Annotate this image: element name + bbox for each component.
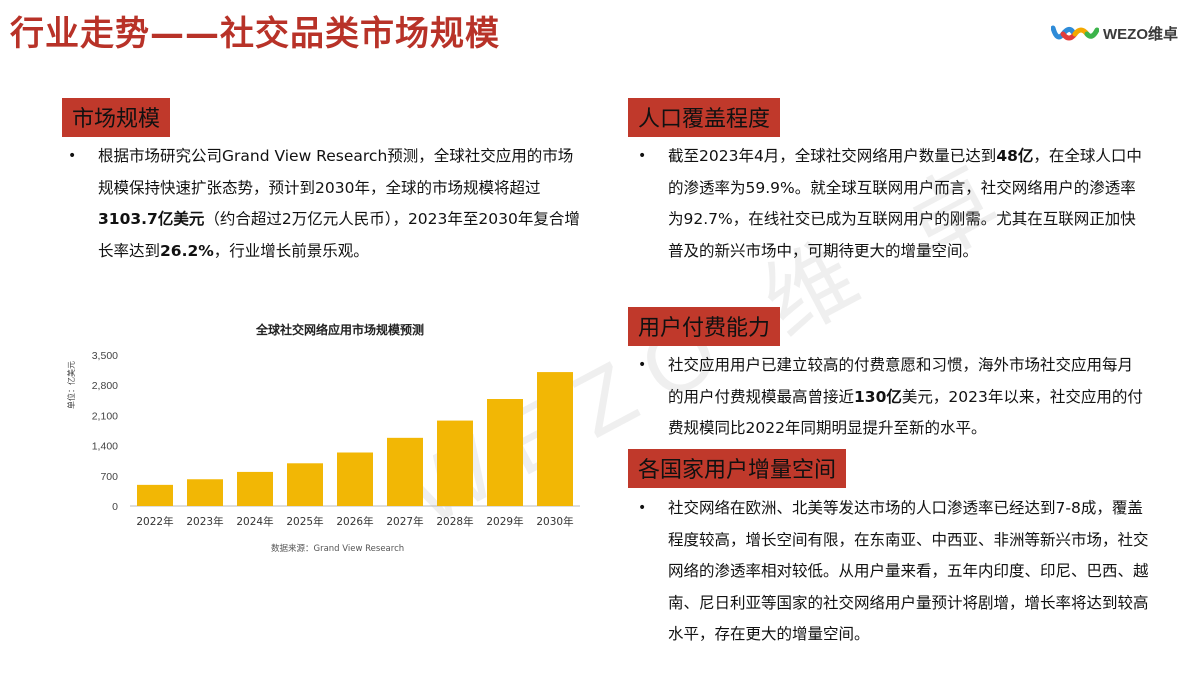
bar-2026年	[337, 452, 373, 506]
y-tick-label: 2,100	[92, 410, 118, 422]
bar-2025年	[287, 463, 323, 506]
logo: WEZO维卓	[1051, 22, 1178, 44]
y-tick-label: 1,400	[92, 441, 118, 453]
bar-2022年	[137, 484, 173, 506]
x-tick-label: 2025年	[286, 515, 323, 528]
y-tick-label: 3,500	[92, 350, 118, 362]
y-tick-label: 0	[112, 501, 118, 513]
population-paragraph: • 截至2023年4月，全球社交网络用户数量已达到48亿，在全球人口中的渗透率为…	[638, 141, 1148, 267]
market-heading: 市场规模	[62, 98, 171, 137]
bar-2028年	[437, 420, 473, 506]
x-tick-label: 2024年	[236, 515, 273, 528]
growth-paragraph: • 社交网络在欧洲、北美等发达市场的人口渗透率已经达到7-8成，覆盖程度较高，增…	[638, 493, 1158, 651]
logo-text: WEZO维卓	[1103, 25, 1178, 43]
bar-2023年	[187, 479, 223, 506]
x-tick-label: 2028年	[436, 515, 473, 528]
bullet-icon: •	[638, 148, 647, 164]
chart-title: 全球社交网络应用市场规模预测	[255, 322, 424, 337]
growth-heading: 各国家用户增量空间	[628, 449, 847, 488]
payment-paragraph: • 社交应用用户已建立较高的付费意愿和习惯，海外市场社交应用每月的用户付费规模最…	[638, 350, 1148, 445]
x-tick-label: 2026年	[336, 515, 373, 528]
bullet-icon: •	[68, 148, 77, 164]
y-axis-label: 单位：亿美元	[66, 361, 76, 409]
x-tick-label: 2030年	[536, 515, 573, 528]
bar-2029年	[487, 399, 523, 506]
bar-2024年	[237, 471, 273, 506]
wezo-logo-icon	[1051, 25, 1099, 41]
bar-2027年	[387, 437, 423, 506]
bullet-icon: •	[638, 500, 647, 516]
x-tick-label: 2029年	[486, 515, 523, 528]
population-heading: 人口覆盖程度	[628, 98, 781, 137]
payment-heading: 用户付费能力	[628, 307, 781, 346]
chart-source: 数据来源：Grand View Research	[271, 543, 404, 554]
market-paragraph: • 根据市场研究公司Grand View Research预测，全球社交应用的市…	[68, 141, 588, 267]
bullet-icon: •	[638, 357, 647, 373]
x-tick-label: 2027年	[386, 515, 423, 528]
x-tick-label: 2022年	[136, 515, 173, 528]
bar-2030年	[537, 372, 573, 506]
y-tick-label: 2,800	[92, 380, 118, 392]
page-title: 行业走势——社交品类市场规模	[10, 14, 500, 54]
x-tick-label: 2023年	[186, 515, 223, 528]
y-tick-label: 700	[100, 471, 118, 483]
